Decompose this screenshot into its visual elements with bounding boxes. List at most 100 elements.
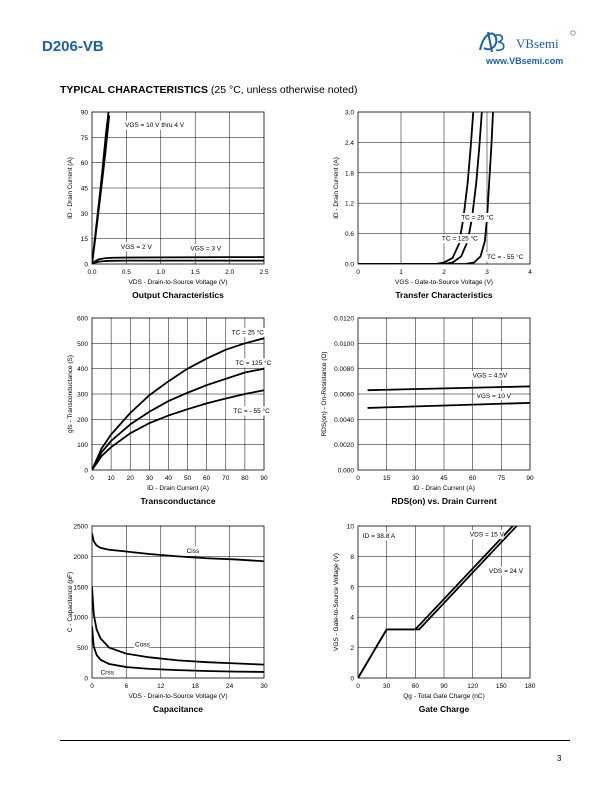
x-tick-label: 20 (127, 475, 135, 482)
y-tick-label: 0 (84, 262, 88, 269)
x-axis-label: VGS - Gate-to-Source Voltage (V) (395, 279, 493, 286)
y-tick-label: 0 (84, 676, 88, 683)
y-tick-label: 0.0080 (334, 366, 354, 373)
x-tick-label: 18 (192, 683, 200, 690)
x-tick-label: 0.5 (122, 269, 131, 276)
x-tick-label: 180 (525, 683, 536, 690)
y-tick-label: 300 (77, 392, 88, 399)
chart-plot-capacitance: 0 6 12 18 24 30 0 500 1000 1500 2000 2500 VDS - Drai… (67, 524, 268, 701)
series-line-3 (358, 112, 494, 264)
y-tick-label: 6 (350, 584, 354, 591)
annotation-bg (460, 212, 496, 222)
chart-plot-gatecharge: 0 30 60 90 120 150 180 0 2 4 6 8 10 Qg - Total Gate C… (333, 524, 536, 701)
x-axis-label: VDS - Drain-to-Source Voltage (V) (129, 279, 228, 286)
y-tick-label: 0.0040 (334, 417, 354, 424)
annotation-bg (232, 406, 275, 416)
x-tick-label: 10 (107, 475, 115, 482)
y-tick-label: 1000 (74, 615, 89, 622)
chart-plot-rdson: 0 15 30 45 60 75 90 0.000 0.0020 0.0040 0.0060 0.00… (321, 316, 534, 493)
annotation-label: TC = - 55 °C (233, 407, 270, 415)
x-tick-label: 0 (356, 683, 360, 690)
annotation-bg (99, 667, 115, 677)
chart-title: Transfer Characteristics (395, 290, 493, 300)
chart-capacitance: 0 6 12 18 24 30 0 500 1000 1500 2000 2500 VDS - Drai… (67, 524, 268, 715)
website-link[interactable]: www.VBsemi.com (486, 56, 564, 66)
x-tick-label: 1 (399, 269, 403, 276)
y-tick-label: 0.6 (345, 231, 354, 238)
annotation-bg (119, 242, 152, 252)
x-tick-label: 0.0 (87, 269, 96, 276)
x-tick-label: 30 (412, 475, 420, 482)
x-tick-label: 0 (90, 475, 94, 482)
annotation-bg (486, 252, 528, 262)
annotation-label: TC = 125 °C (442, 235, 478, 243)
series-line-2 (92, 115, 111, 264)
x-axis-label: ID - Drain Current (A) (413, 485, 475, 492)
plot-frame (357, 317, 531, 471)
y-tick-label: 1.8 (345, 170, 354, 177)
x-tick-label: 0 (90, 683, 94, 690)
chart-plot-transfer: 0 1 2 3 4 0.0 0.6 1.2 1.8 2.4 3.0 VGS - Gate-to-Sou… (333, 110, 532, 287)
y-tick-label: 500 (77, 645, 88, 652)
y-tick-label: 8 (350, 554, 354, 561)
annotation-label: TC = 25 °C (461, 213, 494, 221)
annotation-bg (134, 639, 150, 649)
chart-title: Capacitance (152, 704, 204, 714)
annotation-label: VDS = 15 V (470, 532, 505, 539)
x-tick-label: 40 (165, 475, 173, 482)
series-line-3 (92, 626, 264, 673)
annotation-label: VGS = 4.5V (473, 373, 508, 380)
annotation-label: ID = 38.8 A (363, 533, 396, 540)
x-tick-label: 30 (146, 475, 154, 482)
chart-rdson: 0 15 30 45 60 75 90 0.000 0.0020 0.0040 0.0060 0.00… (321, 316, 534, 507)
annotation-label: TC = 25 °C (232, 328, 265, 336)
series-line-1 (92, 337, 264, 470)
plot-frame (91, 317, 265, 471)
y-tick-label: 400 (77, 366, 88, 373)
y-tick-label: 2500 (74, 524, 89, 531)
y-tick-label: 100 (77, 442, 88, 449)
annotation-bg (230, 327, 266, 337)
y-axis-label: RDS(on) - On-Resistance (Ω) (321, 351, 328, 436)
series-line-1 (367, 385, 530, 392)
y-tick-label: 10 (347, 524, 355, 531)
x-tick-label: 12 (157, 683, 165, 690)
x-axis-label: Qg - Total Gate Charge (nC) (403, 693, 485, 700)
plot-frame (91, 525, 265, 679)
x-tick-label: 60 (412, 683, 420, 690)
y-tick-label: 1.2 (345, 201, 354, 208)
x-tick-label: 1.5 (191, 269, 200, 276)
annotation-bg (234, 358, 273, 368)
series-line-1 (358, 526, 514, 678)
series-line-2 (92, 586, 264, 666)
x-tick-label: 30 (383, 683, 391, 690)
y-tick-label: 75 (81, 135, 89, 142)
y-tick-label: 0.0120 (334, 316, 354, 323)
annotation-bg (124, 120, 189, 130)
part-number: D206-VB (42, 38, 104, 55)
plot-frame (91, 111, 265, 265)
x-tick-label: 2 (442, 269, 446, 276)
series-line-1 (92, 533, 264, 563)
x-tick-label: 0 (356, 269, 360, 276)
y-axis-label: ID - Drain Current (A) (67, 157, 74, 219)
series-line-2 (92, 367, 264, 470)
x-tick-label: 45 (440, 475, 448, 482)
x-tick-label: 2.5 (259, 269, 268, 276)
chart-transfer-characteristics: 0 1 2 3 4 0.0 0.6 1.2 1.8 2.4 3.0 VGS - Gate-to-Sou… (333, 110, 532, 301)
series-line-3 (92, 256, 264, 264)
y-tick-label: 2.4 (345, 140, 354, 147)
y-tick-label: 3.0 (345, 110, 354, 117)
chart-title: Gate Charge (418, 704, 470, 714)
annotation-bg (361, 531, 401, 541)
y-tick-label: 0.0020 (334, 442, 354, 449)
x-tick-label: 150 (496, 683, 507, 690)
annotation-label: VDS = 24 V (489, 568, 524, 575)
y-tick-label: 600 (77, 316, 88, 323)
y-tick-label: 0.0 (345, 262, 354, 269)
chart-plot-transconductance: 0 10 20 30 40 50 60 70 80 90 0 100 200 300 400 500 600 ID… (67, 316, 275, 492)
vbsemi-logo: VBsemi (479, 30, 576, 53)
y-tick-label: 1500 (74, 584, 89, 591)
x-tick-label: 3 (485, 269, 489, 276)
x-axis-label: ID - Drain Current (A) (147, 485, 209, 492)
